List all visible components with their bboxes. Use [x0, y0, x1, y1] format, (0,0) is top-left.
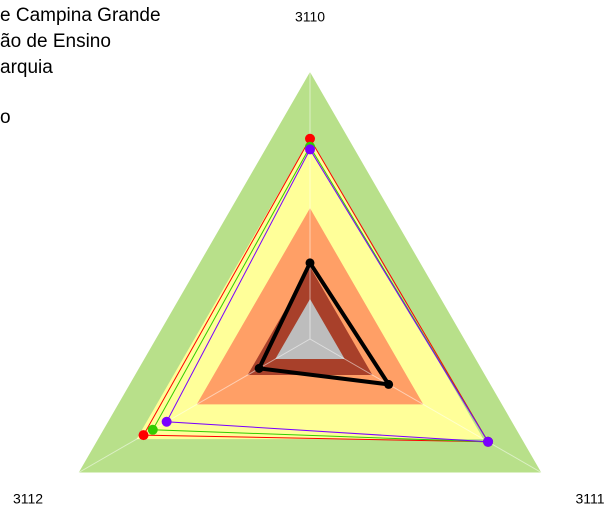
- series-line: [256, 258, 393, 387]
- legend-text: arquia: [0, 57, 53, 78]
- series-point: [305, 144, 315, 155]
- axis-label: 3111: [575, 491, 604, 507]
- legend-text: e Campina Grande: [0, 5, 161, 26]
- series-point: [138, 430, 149, 441]
- series-point: [254, 363, 264, 373]
- series-point: [305, 258, 315, 268]
- legend-text: o: [0, 107, 11, 128]
- series-point: [384, 379, 394, 389]
- axis-label: 3112: [13, 491, 43, 507]
- series-point: [161, 416, 172, 427]
- axis-label: 3110: [295, 9, 325, 25]
- axis-line: [78, 338, 311, 473]
- series-point: [305, 133, 315, 144]
- series-line: [142, 137, 489, 443]
- legend-text: ão de Ensino: [0, 31, 111, 52]
- series-point: [147, 424, 158, 435]
- series-line: [151, 145, 489, 443]
- axis-line: [309, 338, 542, 473]
- series-line: [165, 148, 489, 443]
- series-point: [483, 436, 494, 447]
